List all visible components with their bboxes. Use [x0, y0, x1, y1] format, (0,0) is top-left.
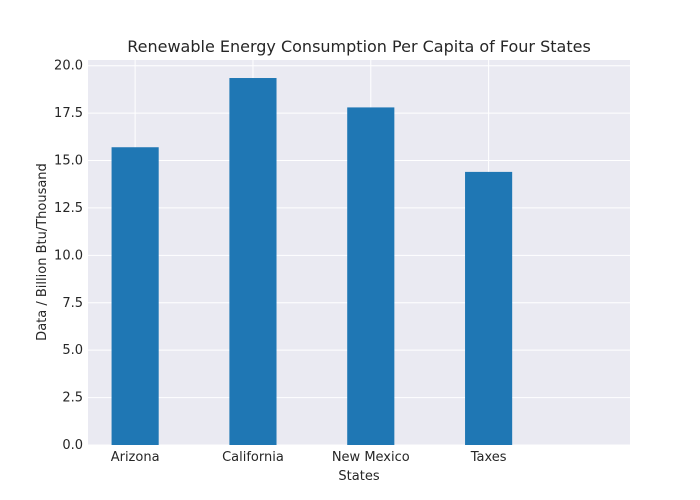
- x-tick-label: Arizona: [111, 450, 160, 465]
- y-tick-label: 0.0: [62, 438, 83, 453]
- tick-labels: 0.0 2.5 5.0 7.5 10.0 12.5 15.0 17.5 20.0 Arizona C…: [54, 59, 507, 465]
- y-tick-label: 20.0: [54, 59, 83, 74]
- y-tick-label: 5.0: [62, 343, 83, 358]
- bar-new-mexico: [347, 107, 395, 446]
- bar-taxes: [465, 171, 513, 445]
- x-tick-label: New Mexico: [332, 450, 410, 465]
- x-tick-label: California: [222, 450, 284, 465]
- y-tick-label: 7.5: [62, 296, 83, 311]
- y-tick-label: 10.0: [54, 248, 83, 263]
- x-tick-label: Taxes: [470, 450, 507, 465]
- bar-california: [229, 78, 277, 445]
- y-tick-label: 12.5: [54, 201, 83, 216]
- bars: [111, 78, 513, 446]
- y-tick-label: 15.0: [54, 154, 83, 169]
- y-tick-label: 2.5: [62, 391, 83, 406]
- y-tick-label: 17.5: [54, 106, 83, 121]
- bar-arizona: [111, 147, 159, 445]
- x-axis-label: States: [338, 469, 379, 484]
- chart-title: Renewable Energy Consumption Per Capita …: [127, 37, 591, 56]
- y-axis-label: Data / Billion Btu/Thousand: [35, 163, 50, 341]
